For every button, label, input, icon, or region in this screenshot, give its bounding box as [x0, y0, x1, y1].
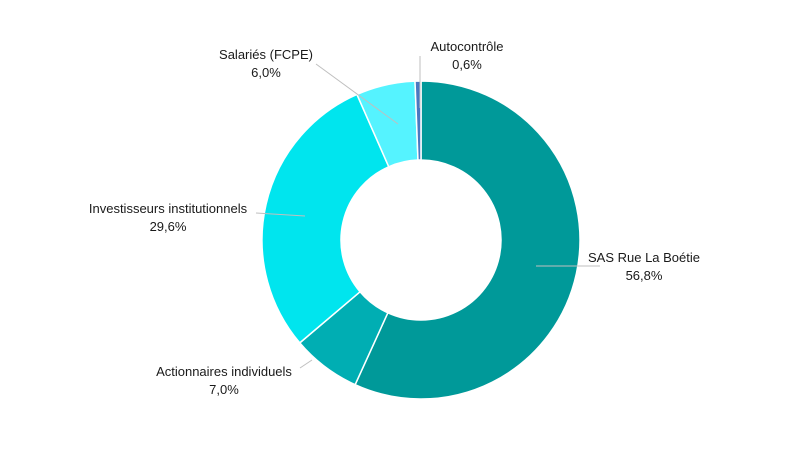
slice-value-label-3: 6,0%	[251, 65, 281, 80]
slice-name-label-2: Investisseurs institutionnels	[89, 201, 248, 216]
slice-name-label-4: Autocontrôle	[431, 39, 504, 54]
slice-name-label-3: Salariés (FCPE)	[219, 47, 313, 62]
slice-value-label-0: 56,8%	[626, 268, 663, 283]
slice-labels: SAS Rue La Boétie 56,8% Actionnaires indiv…	[89, 39, 700, 397]
leader-line-3	[315, 63, 399, 125]
leader-line-1	[299, 359, 313, 369]
slice-name-label-0: SAS Rue La Boétie	[588, 250, 700, 265]
slice-0	[354, 80, 581, 400]
leader-line-2	[255, 212, 306, 217]
donut-slices	[261, 80, 581, 400]
slice-2	[261, 93, 390, 344]
leader-lines	[255, 56, 600, 369]
slice-value-label-4: 0,6%	[452, 57, 482, 72]
slice-value-label-2: 29,6%	[150, 219, 187, 234]
slice-name-label-1: Actionnaires individuels	[156, 364, 292, 379]
slice-value-label-1: 7,0%	[209, 382, 239, 397]
